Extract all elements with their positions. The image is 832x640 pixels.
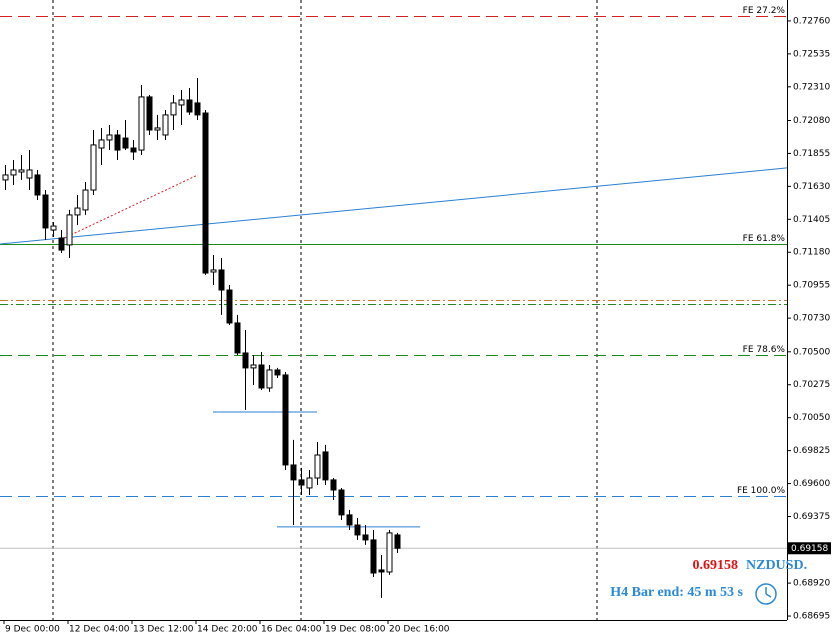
y-tick-label: 0.71405 xyxy=(793,215,830,225)
y-tick-label: 0.69375 xyxy=(793,512,830,522)
candle-body xyxy=(50,225,57,231)
candle-body xyxy=(162,114,169,136)
candle-body xyxy=(290,464,297,481)
symbol-text: NZDUSD. xyxy=(746,558,807,573)
candle-body xyxy=(282,374,289,466)
y-tick-label: 0.71855 xyxy=(793,149,830,159)
candle-body xyxy=(42,194,49,229)
y-tick-label: 0.71180 xyxy=(793,248,830,258)
x-tick-label: 9 Dec 00:00 xyxy=(5,625,60,635)
y-tick-label: 0.72760 xyxy=(793,16,830,26)
y-tick-label: 0.70050 xyxy=(793,413,830,423)
level-label: FE 27.2% xyxy=(743,6,786,16)
candle-body xyxy=(138,96,145,151)
candle-body xyxy=(394,534,401,549)
x-tick-label: 13 Dec 12:00 xyxy=(133,625,194,635)
candle-body xyxy=(234,322,241,354)
y-tick-label: 0.68695 xyxy=(793,612,830,622)
candle-body xyxy=(378,569,385,573)
price-text: 0.69158 xyxy=(693,558,739,573)
candle-body xyxy=(314,454,321,479)
y-tick-label: 0.70275 xyxy=(793,380,830,390)
candle-body xyxy=(210,269,217,273)
candle-body xyxy=(194,102,201,116)
x-tick-label: 12 Dec 04:00 xyxy=(69,625,130,635)
candle-body xyxy=(306,477,313,489)
candle-body xyxy=(82,189,89,211)
candle-body xyxy=(10,169,17,176)
candle-body xyxy=(114,134,121,151)
candle-body xyxy=(34,174,41,196)
candle-body xyxy=(2,174,9,181)
candle-body xyxy=(298,479,305,486)
candle-body xyxy=(66,214,73,246)
candle-body xyxy=(386,532,393,573)
x-tick-label: 16 Dec 04:00 xyxy=(261,625,322,635)
candle-body xyxy=(322,451,329,481)
trendline xyxy=(59,174,199,241)
candle-body xyxy=(370,539,377,574)
candle-body xyxy=(74,207,81,216)
candle-body xyxy=(362,534,369,541)
y-tick-label: 0.70730 xyxy=(793,314,830,324)
candle-body xyxy=(18,169,25,173)
x-tick-label: 20 Dec 16:00 xyxy=(389,625,450,635)
y-tick-label: 0.72535 xyxy=(793,49,830,59)
price-tag: 0.69158 xyxy=(791,544,828,554)
x-tick-label: 19 Dec 08:00 xyxy=(325,625,386,635)
level-label: FE 100.0% xyxy=(737,486,785,496)
candle-body xyxy=(274,369,281,376)
candle-body xyxy=(346,514,353,526)
candle-body xyxy=(226,289,233,324)
trendline xyxy=(0,167,788,245)
candle-body xyxy=(58,237,65,251)
y-tick-label: 0.72310 xyxy=(793,82,830,92)
clock-icon xyxy=(755,583,777,605)
candle-body xyxy=(218,269,225,291)
candle-body xyxy=(106,134,113,141)
candle-body xyxy=(266,369,273,389)
candle-body xyxy=(330,479,337,491)
candle-body xyxy=(170,102,177,116)
price-tag-box xyxy=(788,542,831,555)
candle-body xyxy=(146,96,153,131)
candle-body xyxy=(178,99,185,106)
timer-text: H4 Bar end: 45 m 53 s xyxy=(610,585,743,600)
candle-body xyxy=(338,489,345,516)
y-tick-label: 0.69600 xyxy=(793,479,830,489)
x-tick-label: 14 Dec 20:00 xyxy=(197,625,258,635)
candle-body xyxy=(26,169,33,179)
candle-body xyxy=(242,352,249,369)
plot: 0.72760 0.72535 0.72310 0.72080 0.71855 0.716… xyxy=(0,6,830,635)
y-tick-label: 0.70955 xyxy=(793,281,830,291)
candle-body xyxy=(186,99,193,113)
candle-body xyxy=(154,127,161,131)
candle-body xyxy=(90,144,97,191)
y-tick-label: 0.69825 xyxy=(793,446,830,456)
level-label: FE 78.6% xyxy=(743,345,786,355)
candle-body xyxy=(258,364,265,389)
candle-body xyxy=(130,147,137,153)
y-tick-label: 0.70500 xyxy=(793,347,830,357)
candle-body xyxy=(250,364,257,369)
candle-body xyxy=(354,524,361,536)
candle-body xyxy=(202,112,209,274)
y-tick-label: 0.71630 xyxy=(793,182,830,192)
y-tick-label: 0.68920 xyxy=(793,579,830,589)
y-tick-label: 0.72080 xyxy=(793,116,830,126)
level-label: FE 61.8% xyxy=(743,234,786,244)
candle-body xyxy=(122,137,129,149)
candle-body xyxy=(98,139,105,149)
